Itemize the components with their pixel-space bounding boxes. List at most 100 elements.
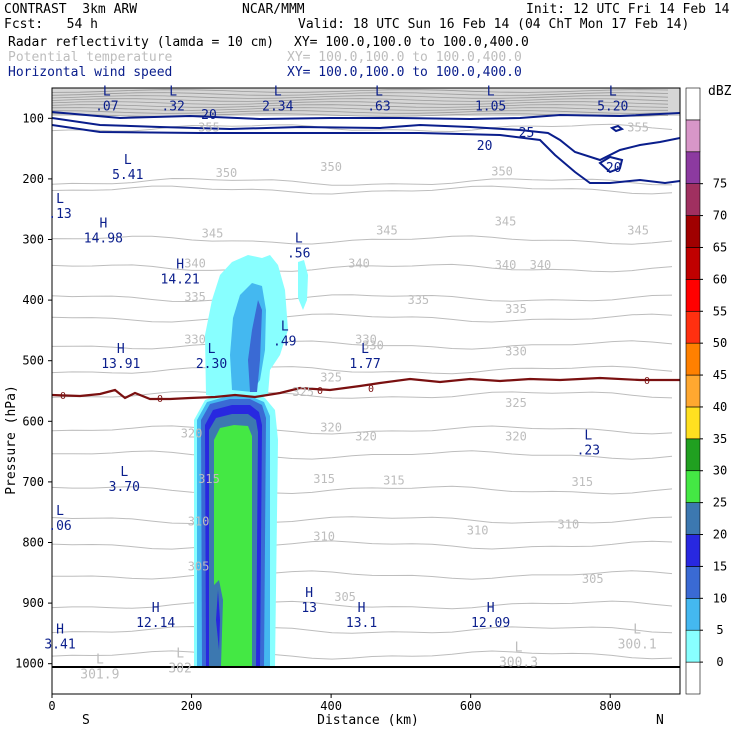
extremum-type: H bbox=[99, 216, 107, 231]
colorbar-label: 10 bbox=[713, 591, 727, 605]
extremum-marker: L.63 bbox=[367, 84, 390, 114]
theta-contour-line bbox=[52, 600, 673, 610]
extremum-type: L bbox=[208, 342, 216, 357]
colorbar-swatch bbox=[685, 183, 701, 216]
wind-contour-label: 20 bbox=[606, 161, 622, 176]
theta-contour-label: 340 bbox=[495, 258, 517, 272]
extremum-type: L bbox=[56, 504, 64, 519]
theta-contour-label: 345 bbox=[627, 223, 649, 237]
extremum-marker: H14.21 bbox=[161, 258, 200, 288]
upper-theta-line bbox=[52, 95, 669, 99]
field-theta-xy: XY= 100.0,100.0 to 100.0,400.0 bbox=[287, 50, 522, 65]
extremum-value: 12.09 bbox=[471, 616, 510, 631]
extremum-value: 5.20 bbox=[597, 99, 628, 114]
theta-contour-label: 350 bbox=[216, 166, 238, 180]
extremum-type: L bbox=[274, 84, 282, 99]
theta-contour-label: 320 bbox=[505, 429, 527, 443]
theta-contour-label: 310 bbox=[188, 514, 210, 528]
theta-contour-line bbox=[52, 625, 673, 634]
colorbar-swatch bbox=[685, 629, 701, 663]
theta-contours bbox=[52, 123, 673, 660]
field-reflectivity-xy: XY= 100.0,100.0 to 100.0,400.0 bbox=[294, 35, 529, 50]
extremum-type: L bbox=[96, 653, 104, 668]
x-tick-label: 400 bbox=[320, 699, 342, 713]
colorbar-label: 20 bbox=[713, 528, 727, 542]
extremum-value: 14.98 bbox=[84, 231, 123, 246]
y-tick-label: 100 bbox=[22, 111, 44, 125]
extremum-type: L bbox=[124, 153, 132, 168]
freezing-label-3: 0 bbox=[317, 386, 323, 397]
colorbar-swatch bbox=[685, 87, 701, 121]
extremum-type: L bbox=[361, 342, 369, 357]
upper-theta-line bbox=[52, 107, 668, 111]
theta-contour-label: 310 bbox=[558, 517, 580, 531]
reflectivity-20dbz-inner bbox=[216, 590, 220, 650]
extremum-type: L bbox=[176, 647, 184, 662]
theta-contour-label: 340 bbox=[530, 258, 552, 272]
freezing-label-5: 0 bbox=[644, 376, 650, 387]
extremum-marker: H12.09 bbox=[471, 601, 510, 631]
colorbar-swatch bbox=[685, 279, 701, 312]
theta-contour-line bbox=[52, 123, 673, 133]
extremum-type: L bbox=[103, 84, 111, 99]
theta-contour-label: 315 bbox=[198, 472, 220, 486]
extremum-value: 13.1 bbox=[346, 616, 377, 631]
extremum-type: H bbox=[152, 601, 160, 616]
extremum-value: .32 bbox=[161, 99, 184, 114]
theta-contour-line bbox=[52, 263, 673, 273]
theta-contour-label: 330 bbox=[184, 332, 206, 346]
extremum-marker: L.56 bbox=[287, 232, 310, 262]
extremum-value: .63 bbox=[367, 99, 390, 114]
x-tick-label: 800 bbox=[599, 699, 621, 713]
y-axis-label: Pressure (hPa) bbox=[4, 385, 19, 495]
y-tick-label: 500 bbox=[22, 354, 44, 368]
extremum-type: L bbox=[120, 465, 128, 480]
theta-contour-label: 325 bbox=[292, 385, 314, 399]
valid-time: Valid: 18 UTC Sun 16 Feb 14 (04 ChT Mon … bbox=[298, 17, 690, 32]
extremum-value: .06 bbox=[48, 519, 71, 534]
theta-contour-line bbox=[52, 294, 673, 303]
extremum-type: H bbox=[56, 622, 64, 637]
theta-contour-line bbox=[52, 485, 673, 495]
reflectivity-5dbz-plume bbox=[298, 260, 308, 310]
colorbar-label: 60 bbox=[713, 272, 727, 286]
theta-contour-line bbox=[52, 516, 673, 525]
colorbar-swatch bbox=[685, 342, 701, 376]
theta-contour-line bbox=[52, 235, 673, 245]
colorbar-label: 5 bbox=[716, 623, 723, 637]
y-tick-label: 600 bbox=[22, 414, 44, 428]
colorbar-swatch bbox=[685, 502, 701, 535]
colorbar-label: 50 bbox=[713, 336, 727, 350]
theta-contour-label: 310 bbox=[467, 523, 489, 537]
init-time: Init: 12 UTC Fri 14 Feb 14 bbox=[526, 2, 730, 17]
extremum-marker: H3.41 bbox=[44, 622, 75, 652]
theta-contour-label: 305 bbox=[582, 572, 604, 586]
extremum-type: H bbox=[358, 601, 366, 616]
theta-contour-label: 350 bbox=[320, 160, 342, 174]
model-title: CONTRAST 3km ARW bbox=[4, 2, 138, 17]
theta-contour-line bbox=[52, 313, 673, 323]
theta-contour-line bbox=[52, 365, 673, 375]
colorbar-label: 25 bbox=[713, 496, 727, 510]
colorbar-swatch bbox=[685, 534, 701, 567]
extremum-value: .13 bbox=[48, 207, 71, 222]
upper-theta-line bbox=[52, 92, 669, 96]
colorbar-label: 75 bbox=[713, 177, 727, 191]
theta-contour-label: 350 bbox=[491, 165, 513, 179]
field-reflectivity: Radar reflectivity (lamda = 10 cm) bbox=[8, 35, 275, 50]
theta-contour-label: 320 bbox=[320, 420, 342, 434]
x-axis-label: Distance (km) bbox=[317, 713, 419, 728]
theta-contour-line bbox=[52, 570, 673, 580]
extremum-type: L bbox=[633, 622, 641, 637]
extremum-value: 300.3 bbox=[499, 656, 538, 671]
extremum-value: 5.41 bbox=[112, 168, 143, 183]
extremum-value: 13 bbox=[301, 601, 317, 616]
extremum-value: 1.05 bbox=[475, 99, 506, 114]
x-axis: 0 200 400 600 800 bbox=[48, 694, 621, 713]
colorbar-swatch bbox=[685, 151, 701, 184]
y-tick-label: 900 bbox=[22, 596, 44, 610]
theta-contour-line bbox=[52, 177, 673, 186]
extremum-type: H bbox=[176, 258, 184, 273]
colorbar-label: 30 bbox=[713, 464, 727, 478]
extremum-marker: L5.20 bbox=[597, 84, 628, 114]
